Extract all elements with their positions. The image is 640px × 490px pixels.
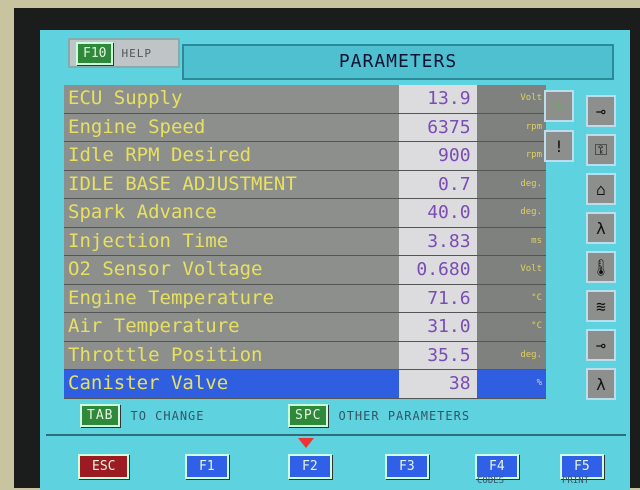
divider [46, 434, 626, 436]
parameter-row[interactable]: Spark Advance 40.0 deg. [64, 199, 546, 228]
parameter-unit: deg. [476, 170, 546, 198]
parameter-name: Air Temperature [64, 313, 400, 341]
parameter-name: O2 Sensor Voltage [64, 256, 400, 284]
injector-icon[interactable]: ≋ [586, 290, 616, 322]
selected-fkey-arrow-icon [298, 438, 314, 448]
spc-key[interactable]: SPC [288, 404, 329, 427]
parameter-name: Injection Time [64, 227, 400, 255]
engine-key-icon[interactable]: ⌂ [586, 173, 616, 205]
parameter-value: 71.6 [399, 284, 477, 312]
lambda-icon[interactable]: λ [586, 212, 616, 244]
parameter-name: Throttle Position [64, 341, 400, 369]
parameter-unit: deg. [476, 341, 546, 369]
parameter-unit: rpm [476, 142, 546, 170]
parameter-unit: Volt [476, 256, 546, 284]
parameter-value: 900 [399, 142, 477, 170]
page-title: PARAMETERS [182, 44, 614, 80]
switch-valve-icon[interactable]: ⊸ [586, 329, 616, 361]
parameter-unit: ms [476, 227, 546, 255]
parameter-name: Idle RPM Desired [64, 142, 400, 170]
parameter-row[interactable]: IDLE BASE ADJUSTMENT 0.7 deg. [64, 170, 546, 199]
parameter-name: Engine Speed [64, 113, 400, 141]
fkey-label: PRINT [562, 476, 590, 486]
parameter-row[interactable]: O2 Sensor Voltage 0.680 Volt [64, 256, 546, 285]
parameter-row[interactable]: Canister Valve 38% [64, 370, 546, 399]
parameter-unit: deg. [476, 199, 546, 227]
warning-lamp-icon[interactable]: ! [544, 130, 574, 162]
hint-text: OTHER PARAMETERS [338, 408, 471, 423]
parameter-value: 6375 [399, 113, 477, 141]
parameter-unit: % [476, 370, 546, 398]
parameter-value: 31.0 [399, 313, 477, 341]
fkey-f5-button[interactable]: F5 [560, 454, 604, 479]
parameter-unit: °C [476, 284, 546, 312]
parameter-value: 13.9 [399, 85, 477, 113]
parameter-row[interactable]: Idle RPM Desired 900 rpm [64, 142, 546, 171]
parameter-name: IDLE BASE ADJUSTMENT [64, 170, 400, 198]
help-label: HELP [121, 46, 152, 60]
help-button[interactable]: F10 HELP [68, 38, 180, 68]
tab-key[interactable]: TAB [80, 404, 121, 427]
parameter-row[interactable]: ECU Supply 13.9 Volt [64, 85, 546, 114]
fkey-label: CODES [477, 476, 505, 486]
parameter-row[interactable]: Injection Time 3.83 ms [64, 227, 546, 256]
parameter-name: Canister Valve [64, 370, 400, 398]
hint-tab: TAB TO CHANGE [80, 404, 205, 427]
temperature-icon[interactable]: 🌡 [586, 251, 616, 283]
parameter-unit: °C [476, 313, 546, 341]
parameter-value: 35.5 [399, 341, 477, 369]
lambda-heater-icon[interactable]: λ [586, 368, 616, 400]
parameter-name: Spark Advance [64, 199, 400, 227]
fkey-f1-button[interactable]: F1 [185, 454, 229, 479]
parameter-unit: Volt [476, 85, 546, 113]
parameter-value: 0.7 [399, 170, 477, 198]
parameter-row[interactable]: Air Temperature 31.0 °C [64, 313, 546, 342]
fkey-esc-button[interactable]: ESC [78, 454, 130, 479]
parameter-row[interactable]: Throttle Position 35.5 deg. [64, 341, 546, 370]
fkey-f4-button[interactable]: F4 [475, 454, 519, 479]
switch-icon[interactable]: ⊸ [586, 95, 616, 127]
fkey-f2-button[interactable]: F2 [288, 454, 332, 479]
parameter-value: 40.0 [399, 199, 477, 227]
fkey-f3-button[interactable]: F3 [385, 454, 429, 479]
data-freeze-icon[interactable]: ⁘ [544, 90, 574, 122]
hint-text: TO CHANGE [130, 408, 205, 423]
hint-spc: SPC OTHER PARAMETERS [288, 404, 470, 427]
parameter-value: 3.83 [399, 227, 477, 255]
parameter-unit: rpm [476, 113, 546, 141]
diagnostic-screen: F10 HELP PARAMETERS ECU Supply 13.9 Volt En… [40, 30, 630, 490]
parameter-name: ECU Supply [64, 85, 400, 113]
parameter-name: Engine Temperature [64, 284, 400, 312]
help-key[interactable]: F10 [76, 41, 114, 65]
parameters-table: ECU Supply 13.9 Volt Engine Speed 6375 rpm Idl… [64, 85, 546, 399]
key-ecu-icon[interactable]: ⚿ [586, 134, 616, 166]
parameter-row[interactable]: Engine Speed 6375 rpm [64, 113, 546, 142]
parameter-value: 0.680 [399, 256, 477, 284]
parameter-row[interactable]: Engine Temperature 71.6 °C [64, 284, 546, 313]
parameter-value: 38 [399, 370, 477, 398]
